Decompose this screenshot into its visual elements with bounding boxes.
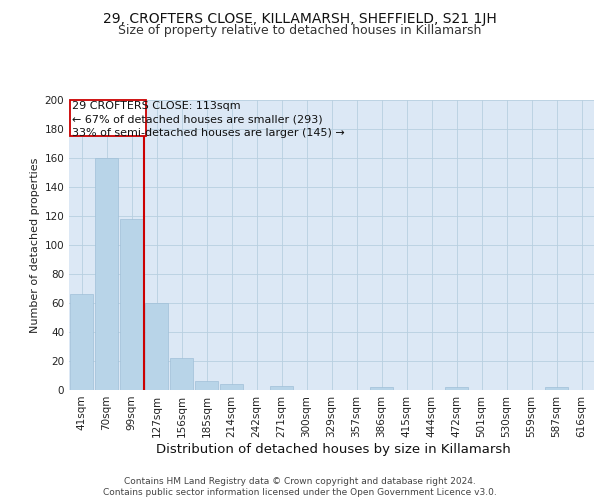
Text: 29 CROFTERS CLOSE: 113sqm
← 67% of detached houses are smaller (293)
33% of semi: 29 CROFTERS CLOSE: 113sqm ← 67% of detac… [72,101,345,138]
Y-axis label: Number of detached properties: Number of detached properties [30,158,40,332]
Bar [270,386,293,390]
Bar [370,387,393,390]
Text: 29, CROFTERS CLOSE, KILLAMARSH, SHEFFIELD, S21 1JH: 29, CROFTERS CLOSE, KILLAMARSH, SHEFFIEL… [103,12,497,26]
Text: Contains HM Land Registry data © Crown copyright and database right 2024.
Contai: Contains HM Land Registry data © Crown c… [103,478,497,497]
Bar [120,219,143,390]
Bar [220,384,243,390]
Bar [70,294,93,390]
Text: Distribution of detached houses by size in Killamarsh: Distribution of detached houses by size … [155,442,511,456]
Bar [145,303,168,390]
Bar [195,382,218,390]
Bar [170,358,193,390]
Bar [70,100,146,136]
Bar [95,158,118,390]
Bar [545,387,568,390]
Text: Size of property relative to detached houses in Killamarsh: Size of property relative to detached ho… [118,24,482,37]
Bar [445,387,468,390]
